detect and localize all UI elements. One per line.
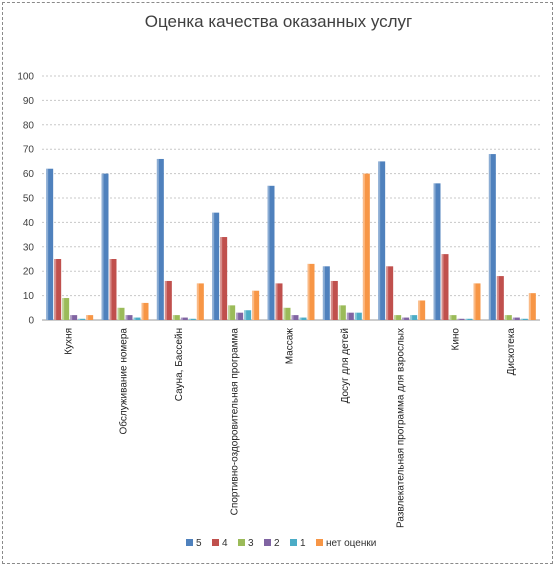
bar-8-series-4 [457,318,465,320]
legend: 5 4 3 2 1 нет оценки [186,538,376,549]
bar-2-series-2 [109,259,117,320]
y-tick-label: 20 [23,267,35,278]
bar-3-series-5 [188,318,196,320]
legend-swatch-4 [264,539,271,546]
chart-title: Оценка качества оказанных услуг [144,12,413,31]
legend-label-2: 4 [222,538,228,549]
bar-8-series-1 [433,183,441,320]
legend-label-3: 3 [248,538,254,549]
bar-6-series-2 [330,280,338,320]
bar-1-series-4 [70,315,78,320]
bar-9-series-6 [528,293,536,320]
bar-5-series-5 [299,317,307,320]
bar-1-series-6 [86,315,94,320]
bar-5-series-4 [291,315,299,320]
legend-swatch-3 [238,539,245,546]
category-label: Дискотека [506,328,517,376]
bar-6-series-5 [354,312,362,320]
bar-7-series-3 [394,315,402,320]
legend-swatch-2 [212,539,219,546]
category-label: Кино [451,328,462,351]
legend-swatch-5 [290,539,297,546]
legend-label-6: нет оценки [326,538,376,549]
bar-3-series-4 [180,317,188,320]
bar-7-series-4 [402,317,410,320]
y-tick-label: 40 [23,218,35,229]
legend-label-4: 2 [274,538,280,549]
bar-7-series-2 [386,266,394,320]
bar-5-series-2 [275,283,283,320]
bar-6-series-4 [346,312,354,320]
bar-6-series-6 [362,173,370,320]
category-labels: Кухня Обслуживаниe номера Сауна, Бассейн Сп… [63,328,517,528]
bar-2-series-6 [141,302,149,320]
y-tick-label: 0 [28,316,34,327]
bar-2-series-3 [117,307,125,320]
legend-swatch-6 [316,539,323,546]
category-label: Обслуживаниe номера [118,328,130,435]
bar-5-series-6 [307,263,315,320]
y-tick-label: 10 [23,291,35,302]
y-tick-label: 60 [23,169,35,180]
chart-frame [2,2,553,564]
legend-label-5: 1 [300,538,306,549]
category-label: Массаж [285,328,296,365]
category-label: Кухня [63,328,74,355]
bar-1-series-2 [54,259,62,320]
bar-3-series-1 [156,158,164,320]
bar-1-series-1 [46,168,54,320]
bar-3-series-3 [172,315,180,320]
y-tick-label: 90 [23,96,35,107]
bar-5-series-1 [267,185,275,320]
category-label: Досуг для детей [340,328,351,403]
y-tick-label: 70 [23,145,35,156]
y-tick-label: 30 [23,242,35,253]
bar-8-series-6 [473,283,481,320]
bar-5-series-3 [283,307,291,320]
bar-7-series-6 [418,300,426,320]
bar-4-series-5 [244,310,252,320]
y-tick-label: 80 [23,120,35,131]
y-axis-ticks: 0 10 20 30 40 50 60 70 80 90 100 [17,72,34,327]
bar-6-series-3 [338,305,346,320]
bar-3-series-6 [196,283,204,320]
bar-4-series-4 [236,312,244,320]
bar-4-series-2 [220,237,228,320]
bar-4-series-1 [212,212,220,320]
bar-1-series-5 [78,318,86,320]
bar-2-series-5 [133,317,141,320]
bars [46,154,536,320]
bar-9-series-3 [504,315,512,320]
bar-9-series-1 [488,154,496,320]
bar-4-series-6 [252,290,260,320]
bar-4-series-3 [228,305,236,320]
bar-8-series-3 [449,315,457,320]
bar-7-series-1 [378,161,386,320]
legend-label-1: 5 [196,538,202,549]
bar-6-series-1 [322,266,330,320]
category-label: Развлекательная программа для взрослых [395,328,406,528]
bar-9-series-2 [496,276,504,320]
bar-3-series-2 [164,280,172,320]
bar-7-series-5 [410,315,418,320]
y-tick-label: 50 [23,194,35,205]
legend-swatch-1 [186,539,193,546]
y-tick-label: 100 [17,72,34,83]
bar-8-series-5 [465,318,473,320]
gridlines [42,75,540,321]
bar-8-series-2 [441,254,449,320]
bar-2-series-1 [101,173,109,320]
bar-9-series-4 [512,317,520,320]
bar-9-series-5 [520,318,528,320]
category-label: Спортивно-оздоровительная программа [229,328,240,516]
bar-2-series-4 [125,315,133,320]
bar-1-series-3 [62,298,70,320]
category-label: Сауна, Бассейн [174,328,185,401]
